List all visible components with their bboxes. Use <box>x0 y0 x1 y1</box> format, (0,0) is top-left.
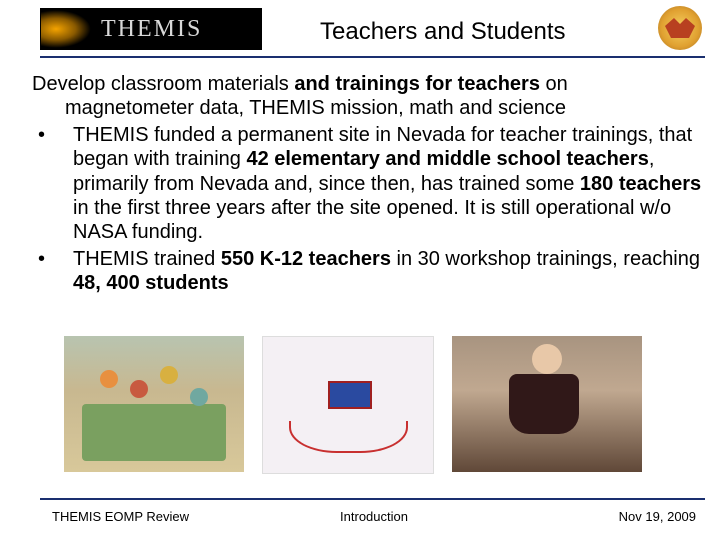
intro-line2: magnetometer data, THEMIS mission, math … <box>65 96 708 120</box>
b2-b: in 30 workshop trainings, reaching <box>391 248 700 270</box>
mission-badge-icon <box>658 6 702 50</box>
image-row <box>64 336 642 474</box>
footer-left: THEMIS EOMP Review <box>52 509 267 524</box>
badge-graphic-icon <box>665 18 695 38</box>
footer: THEMIS EOMP Review Introduction Nov 19, … <box>52 509 696 524</box>
bullet-2-text: THEMIS trained 550 K-12 teachers in 30 w… <box>73 247 708 296</box>
b1-bold1: 42 elementary and middle school teachers <box>246 148 648 170</box>
bullet-1: • THEMIS funded a permanent site in Neva… <box>30 123 708 245</box>
themis-logo: THEMIS <box>40 8 262 50</box>
classroom-photo <box>64 336 244 472</box>
magnetometer-photo <box>262 336 434 474</box>
bullet-2: • THEMIS trained 550 K-12 teachers in 30… <box>30 247 708 296</box>
b2-a: THEMIS trained <box>73 248 221 270</box>
intro-bold: and trainings for teachers <box>294 73 540 95</box>
workshop-photo <box>452 336 642 472</box>
bullet-mark-icon: • <box>30 123 73 245</box>
intro-part1: Develop classroom materials <box>32 73 294 95</box>
b2-bold2: 48, 400 students <box>73 272 229 294</box>
b1-c: in the first three years after the site … <box>73 197 671 243</box>
b2-bold1: 550 K-12 teachers <box>221 248 391 270</box>
header: THEMIS Teachers and Students <box>0 0 720 60</box>
sun-icon <box>41 10 91 48</box>
footer-center: Introduction <box>267 509 482 524</box>
footer-divider <box>40 498 705 500</box>
page-title: Teachers and Students <box>320 18 566 46</box>
footer-right: Nov 19, 2009 <box>481 509 696 524</box>
content: Develop classroom materials and training… <box>30 72 708 296</box>
b1-bold2: 180 teachers <box>580 173 701 195</box>
logo-text: THEMIS <box>101 16 202 43</box>
intro-part2: on <box>540 73 568 95</box>
intro-text: Develop classroom materials and training… <box>32 72 708 96</box>
bullet-mark-icon: • <box>30 247 73 296</box>
header-divider <box>40 56 705 58</box>
bullet-1-text: THEMIS funded a permanent site in Nevada… <box>73 123 708 245</box>
slide: THEMIS Teachers and Students Develop cla… <box>0 0 720 540</box>
